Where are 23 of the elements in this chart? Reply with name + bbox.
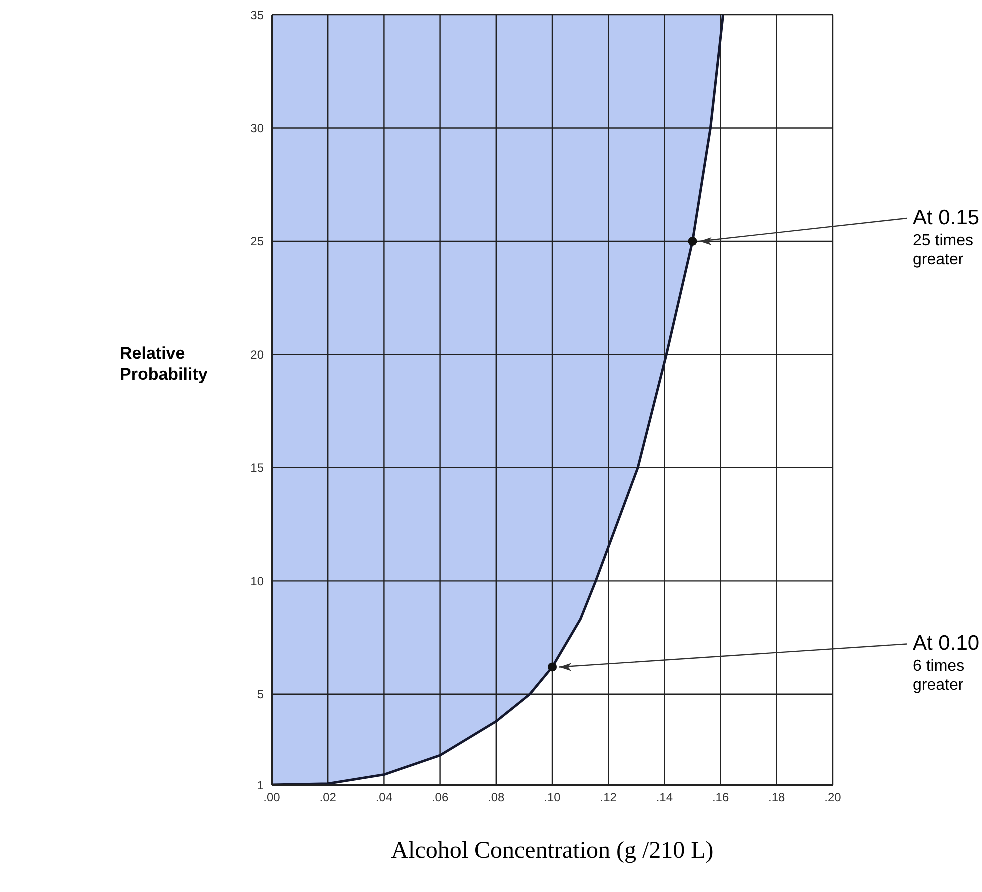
x-tick-label: .20 [824, 790, 842, 805]
y-axis-title: Relative Probability [120, 343, 209, 385]
x-axis-title: Alcohol Concentration (g /210 L) [390, 838, 715, 865]
annotation: At 0.15 25 times greater [913, 206, 980, 268]
x-tick-label: .18 [768, 790, 786, 805]
y-tick-label: 35 [250, 8, 264, 22]
x-tick-label: .14 [656, 790, 674, 805]
x-tick-label: .16 [712, 790, 730, 805]
x-tick-label: .08 [488, 790, 506, 805]
y-tick-label: 25 [250, 234, 264, 249]
y-tick-label: 10 [250, 574, 264, 588]
x-tick-label: .10 [544, 790, 562, 805]
y-tick-label: 15 [250, 461, 264, 476]
x-tick-label: .12 [600, 790, 618, 805]
y-tick-label: 1 [257, 778, 264, 792]
x-tick-label: .04 [376, 790, 393, 805]
x-tick-label: .06 [432, 790, 449, 805]
y-tick-label: 5 [257, 688, 264, 702]
x-tick-label: .02 [320, 790, 337, 805]
annotation: At 0.10 6 times greater [913, 632, 980, 694]
y-tick-label: 30 [250, 121, 264, 136]
y-tick-label: 20 [250, 348, 264, 362]
x-tick-label: .00 [264, 790, 281, 805]
